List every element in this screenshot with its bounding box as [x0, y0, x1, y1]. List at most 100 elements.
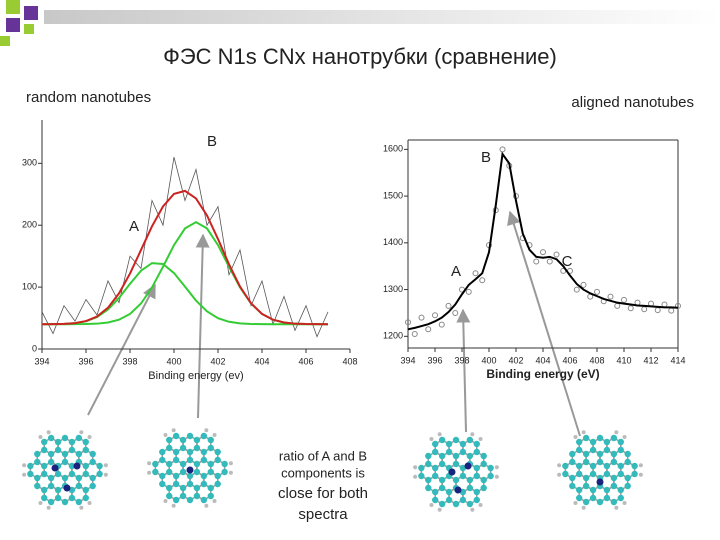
atom	[47, 498, 55, 506]
atom	[487, 464, 494, 472]
atom	[425, 484, 432, 492]
atom	[562, 470, 569, 478]
atom	[186, 480, 194, 488]
data-point	[425, 326, 432, 333]
atom	[466, 484, 474, 492]
atom	[473, 496, 480, 504]
x-tick-label: 404	[254, 356, 269, 366]
atom	[569, 458, 576, 466]
atom	[41, 446, 48, 454]
atom	[172, 480, 180, 488]
atom	[186, 472, 194, 480]
atom	[179, 444, 187, 452]
atom	[82, 494, 89, 502]
atom	[214, 456, 221, 464]
h-atom	[87, 434, 92, 439]
atom	[589, 486, 597, 494]
atom	[89, 450, 96, 458]
atom	[631, 462, 638, 470]
h-atom	[614, 430, 619, 435]
atom	[214, 472, 221, 480]
x-tick-label: 400	[481, 355, 496, 365]
atom	[466, 452, 474, 460]
atom	[41, 462, 48, 470]
atom	[459, 448, 467, 456]
y-tick-label: 1600	[383, 144, 403, 154]
atom	[487, 472, 494, 480]
atom	[452, 460, 460, 468]
atom	[166, 484, 173, 492]
data-point	[438, 321, 445, 328]
h-atom	[212, 432, 217, 437]
x-tick-label: 396	[78, 356, 93, 366]
atom	[172, 472, 180, 480]
n-atom	[454, 486, 462, 494]
atom	[179, 460, 187, 468]
atom	[562, 462, 569, 470]
h-atom	[437, 432, 442, 437]
atom	[617, 486, 624, 494]
atom	[68, 462, 76, 470]
atom	[432, 448, 439, 456]
atom	[82, 462, 89, 470]
h-atom	[87, 501, 92, 506]
atom	[596, 450, 604, 458]
x-tick-label: 398	[122, 356, 137, 366]
h-atom	[573, 434, 578, 439]
atom	[610, 434, 618, 442]
n-atom	[464, 462, 472, 470]
atom	[473, 440, 480, 448]
data-point	[465, 288, 472, 295]
atom	[96, 462, 103, 470]
title: ФЭС N1s CNx нанотрубки (сравнение)	[163, 44, 557, 69]
series-line	[41, 189, 329, 326]
data-point	[654, 307, 661, 314]
atom	[152, 468, 159, 476]
annotation: C	[562, 253, 573, 270]
h-atom	[494, 474, 499, 479]
atom	[200, 472, 208, 480]
atom	[193, 484, 201, 492]
atom	[200, 496, 208, 504]
atom	[89, 458, 96, 466]
h-atom	[478, 503, 483, 508]
data-point	[479, 277, 486, 284]
atom	[159, 456, 166, 464]
atom	[445, 448, 453, 456]
atom	[432, 464, 439, 472]
y-tick-label: 1200	[383, 331, 403, 341]
atom	[54, 470, 62, 478]
n-atom	[186, 466, 194, 474]
atom	[603, 470, 611, 478]
note-line: components is	[281, 465, 365, 480]
atom	[473, 448, 480, 456]
atom	[610, 498, 618, 506]
right-label: aligned nanotubes	[571, 94, 694, 111]
atom	[166, 444, 173, 452]
atom	[193, 436, 201, 444]
h-atom	[147, 470, 152, 475]
data-point	[675, 302, 681, 309]
series-line	[42, 220, 329, 326]
atom	[152, 460, 159, 468]
x-tick-label: 414	[670, 355, 685, 365]
atom	[582, 450, 590, 458]
atom	[61, 498, 69, 506]
atom	[617, 494, 624, 502]
atom	[200, 432, 208, 440]
annotation: B	[207, 133, 217, 150]
atom	[166, 492, 173, 500]
data-point	[432, 312, 438, 319]
atom	[193, 468, 201, 476]
atom	[473, 464, 480, 472]
y-tick-label: 200	[22, 220, 37, 230]
atom	[418, 472, 425, 480]
h-atom	[622, 434, 627, 439]
molecule	[557, 430, 643, 510]
atom	[179, 492, 187, 500]
atom	[207, 492, 214, 500]
h-atom	[638, 463, 643, 468]
atom	[179, 468, 187, 476]
atom	[624, 482, 631, 490]
